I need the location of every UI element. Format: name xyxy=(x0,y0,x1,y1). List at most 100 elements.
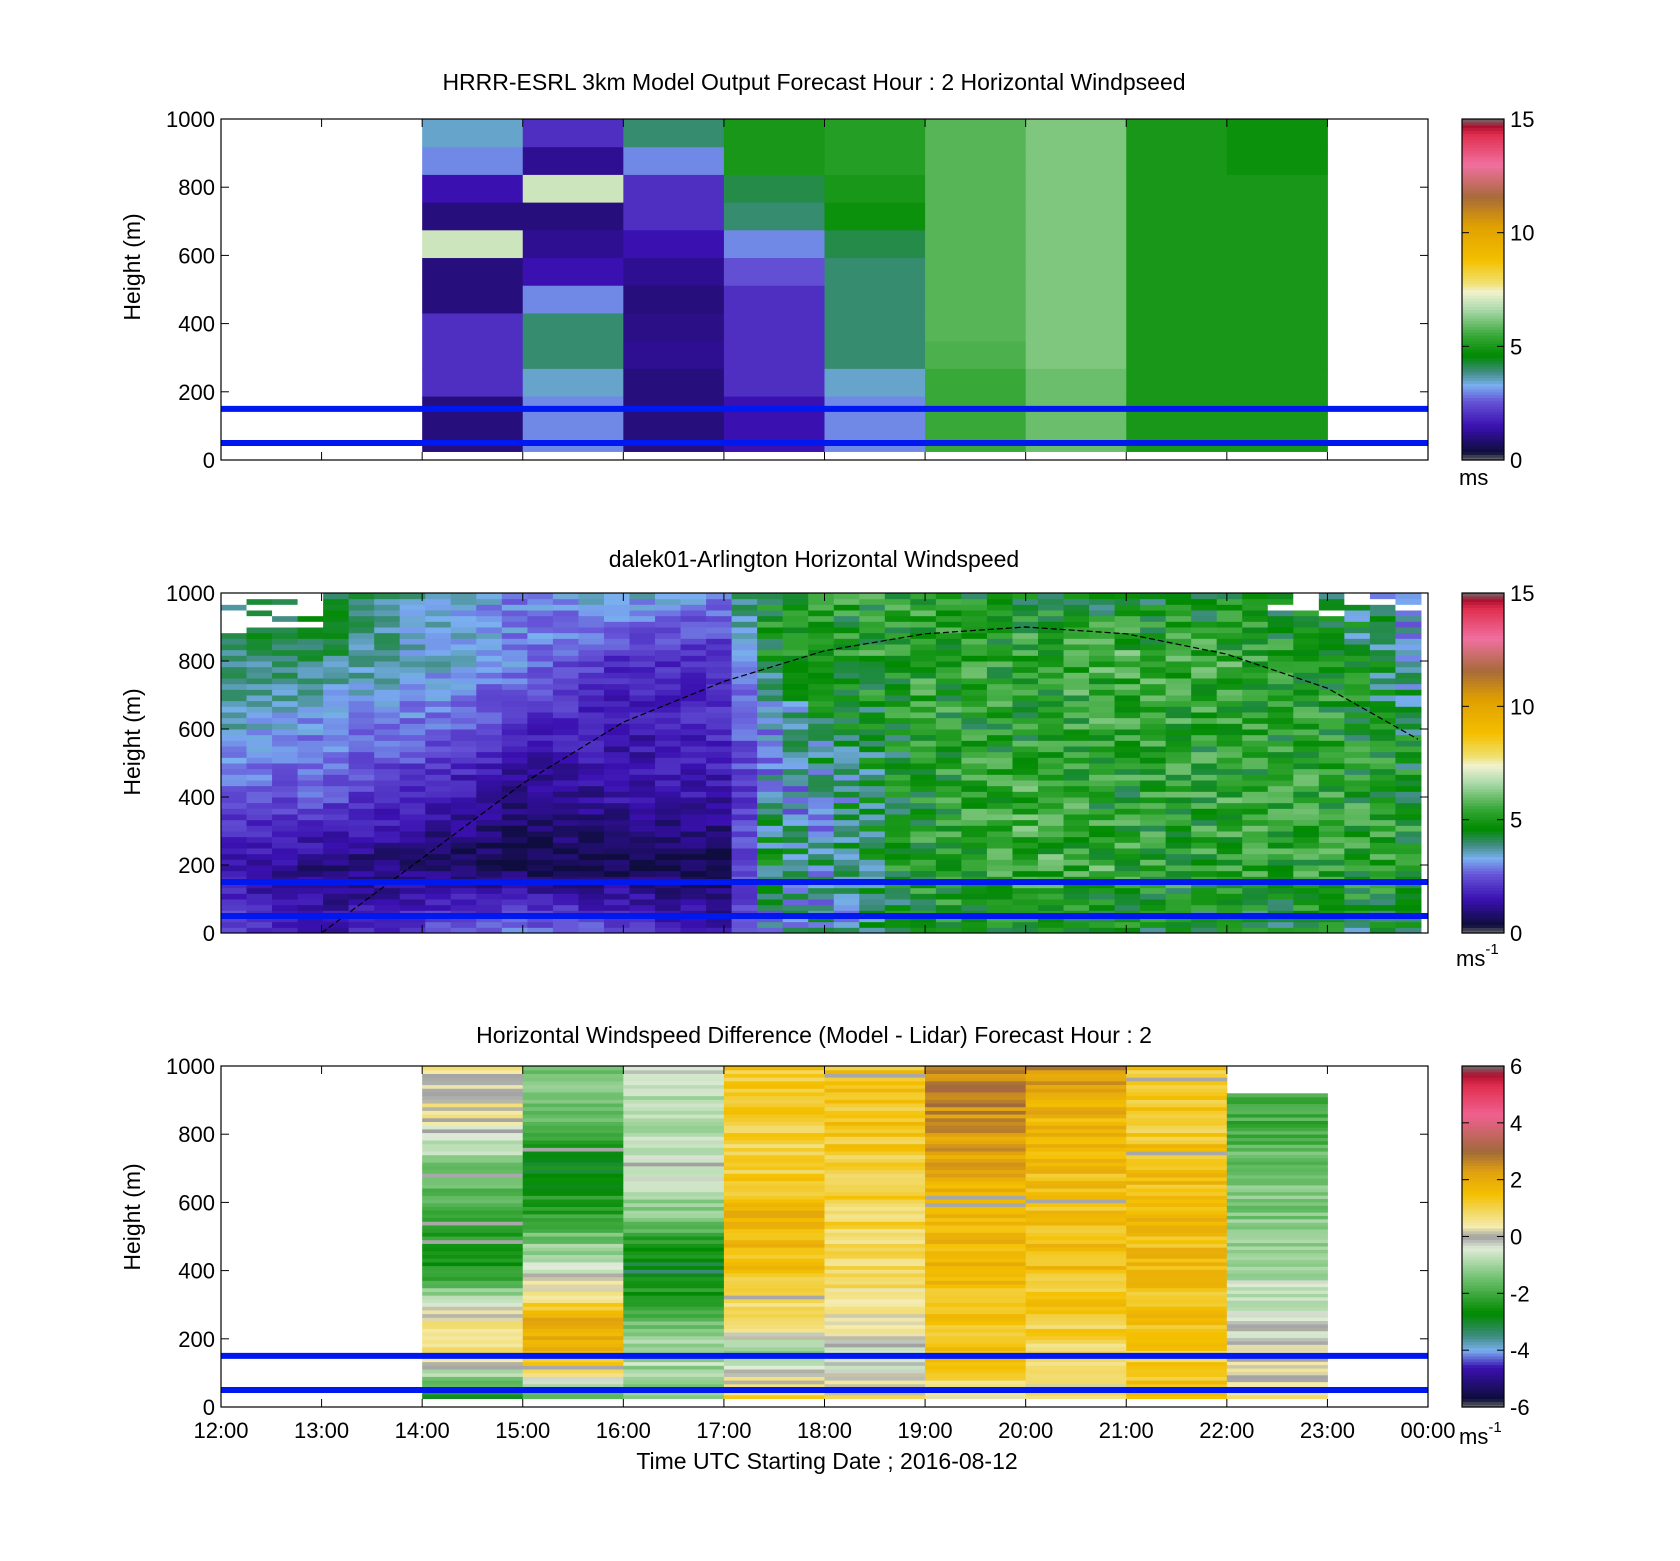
heatmap-cell xyxy=(629,604,656,611)
heatmap-cell xyxy=(723,368,825,397)
heatmap-cell xyxy=(1293,921,1320,928)
heatmap-cell xyxy=(925,312,1027,342)
heatmap-cell xyxy=(1063,768,1090,775)
heatmap-cell xyxy=(723,1224,825,1230)
heatmap-cell xyxy=(374,632,401,639)
colorbar-segment xyxy=(1462,445,1504,450)
heatmap-cell xyxy=(1012,678,1039,685)
colorbar-tick-label: 15 xyxy=(1510,581,1534,606)
heatmap-cell xyxy=(476,661,503,668)
heatmap-cell xyxy=(603,870,630,877)
heatmap-cell xyxy=(1242,717,1269,724)
heatmap-cell xyxy=(1025,1202,1127,1207)
heatmap-cell xyxy=(680,916,707,923)
colorbar-segment xyxy=(1462,334,1504,339)
heatmap-cell xyxy=(1126,1335,1228,1340)
colorbar-segment xyxy=(1462,638,1504,642)
heatmap-cell xyxy=(1293,774,1320,781)
heatmap-cell xyxy=(833,751,860,758)
heatmap-cell xyxy=(422,1346,524,1352)
heatmap-cell xyxy=(1267,593,1294,600)
heatmap-cell xyxy=(422,312,524,342)
heatmap-cell xyxy=(723,1198,825,1204)
heatmap-cell xyxy=(824,174,926,203)
colorbar-segment xyxy=(1462,1193,1504,1198)
heatmap-cell xyxy=(522,1306,624,1311)
heatmap-cell xyxy=(1395,774,1422,781)
heatmap-cell xyxy=(1369,700,1396,707)
heatmap-cell xyxy=(1037,706,1065,713)
colorbar-segment xyxy=(1462,1267,1504,1272)
heatmap-cell xyxy=(522,1291,624,1296)
heatmap-cell xyxy=(1089,638,1116,645)
heatmap-cell xyxy=(1012,734,1039,741)
heatmap-cell xyxy=(884,638,911,645)
heatmap-cell xyxy=(522,1202,624,1207)
heatmap-cell xyxy=(623,1080,725,1086)
colorbar-segment xyxy=(1462,1119,1504,1124)
heatmap-cell xyxy=(1344,797,1371,804)
heatmap-cell xyxy=(323,717,350,724)
heatmap-cell xyxy=(925,1080,1027,1086)
panel-1-heatmap xyxy=(422,119,1328,452)
heatmap-cell xyxy=(757,627,784,634)
heatmap-cell xyxy=(935,661,962,668)
heatmap-cell xyxy=(272,763,299,770)
heatmap-cell xyxy=(629,632,656,639)
heatmap-cell xyxy=(629,683,656,690)
heatmap-cell xyxy=(246,604,273,611)
colorbar-segment xyxy=(1462,848,1504,852)
heatmap-cell xyxy=(425,887,452,894)
colorbar-segment xyxy=(1462,184,1504,188)
heatmap-cell xyxy=(986,859,1013,866)
heatmap-cell xyxy=(422,1125,524,1130)
heatmap-cell xyxy=(925,1206,1027,1211)
heatmap-cell xyxy=(1126,229,1228,259)
heatmap-cell xyxy=(1114,751,1141,758)
colorbar-segment xyxy=(1462,1182,1504,1186)
heatmap-cell xyxy=(782,893,809,900)
heatmap-cell xyxy=(859,593,886,600)
heatmap-cell xyxy=(655,899,682,906)
heatmap-cell xyxy=(323,814,350,821)
heatmap-cell xyxy=(527,632,554,639)
heatmap-cell xyxy=(757,706,784,713)
heatmap-cell xyxy=(1344,899,1371,906)
heatmap-cell xyxy=(578,734,605,741)
heatmap-cell xyxy=(1037,865,1065,872)
heatmap-cell xyxy=(655,865,682,872)
x-tick-label: 16:00 xyxy=(596,1418,651,1443)
heatmap-cell xyxy=(476,763,503,770)
heatmap-cell xyxy=(655,666,682,673)
heatmap-cell xyxy=(552,814,579,821)
heatmap-cell xyxy=(910,734,937,741)
heatmap-cell xyxy=(961,842,988,849)
heatmap-cell xyxy=(374,887,401,894)
heatmap-cell xyxy=(501,819,528,826)
heatmap-cell xyxy=(1114,848,1141,855)
colorbar-segment xyxy=(1462,1375,1504,1380)
heatmap-cell xyxy=(1025,1328,1127,1333)
heatmap-cell xyxy=(246,683,273,690)
heatmap-cell xyxy=(1025,1383,1127,1388)
heatmap-cell xyxy=(1344,780,1371,787)
heatmap-cell xyxy=(1126,1110,1228,1115)
heatmap-cell xyxy=(731,604,758,611)
heatmap-cell xyxy=(961,825,988,832)
heatmap-cell xyxy=(1025,1143,1127,1148)
heatmap-cell xyxy=(859,836,886,843)
heatmap-cell xyxy=(884,774,911,781)
heatmap-cell xyxy=(623,1302,725,1307)
heatmap-cell xyxy=(323,700,350,707)
heatmap-cell xyxy=(1395,808,1422,815)
heatmap-cell xyxy=(706,836,733,843)
colorbar-segment xyxy=(1462,763,1504,767)
heatmap-cell xyxy=(1025,1213,1127,1219)
heatmap-cell xyxy=(706,627,733,634)
heatmap-cell xyxy=(221,774,248,781)
heatmap-cell xyxy=(323,604,350,611)
heatmap-cell xyxy=(522,1265,624,1270)
heatmap-cell xyxy=(1025,1280,1127,1285)
heatmap-cell xyxy=(1140,712,1167,719)
colorbar-segment xyxy=(1462,729,1504,733)
